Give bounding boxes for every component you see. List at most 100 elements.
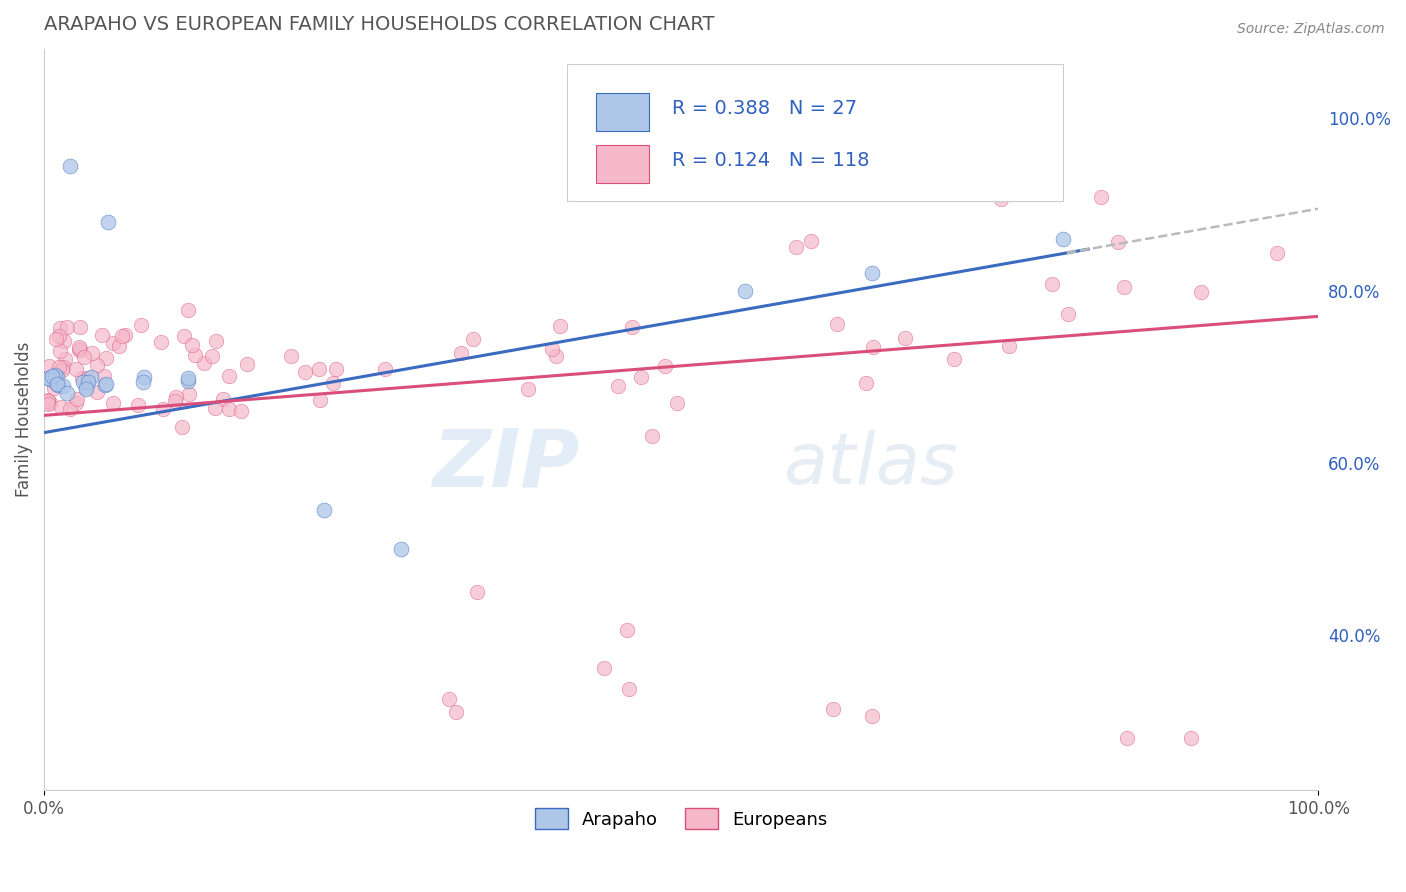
Y-axis label: Family Households: Family Households (15, 342, 32, 498)
Point (45, 332, 67, 346)
Point (69, 343, 91, 357)
Point (94, 376, 117, 391)
Point (37, 396, 59, 410)
Point (152, 401, 174, 416)
Point (620, 320, 643, 334)
Point (998, 339, 1021, 353)
Point (132, 375, 155, 389)
Point (439, 692, 461, 706)
Point (77, 371, 100, 385)
Point (86, 358, 108, 372)
Point (1180, 731, 1202, 746)
FancyBboxPatch shape (567, 64, 1063, 202)
Point (97, 214, 120, 228)
Point (51, 363, 73, 377)
Point (46, 376, 69, 391)
Point (176, 302, 198, 317)
Point (80, 370, 103, 384)
Point (48, 344, 70, 359)
Point (665, 396, 688, 410)
Point (1112, 280, 1135, 294)
Point (73, 350, 96, 364)
Point (1056, 307, 1078, 321)
Point (860, 709, 883, 723)
Point (38, 359, 60, 373)
Point (38, 372, 60, 386)
Point (546, 349, 568, 363)
Point (990, 192, 1012, 206)
Point (374, 362, 396, 376)
Point (75, 380, 97, 394)
Point (177, 374, 200, 388)
Point (37, 393, 59, 408)
Point (541, 342, 564, 356)
Point (59, 402, 82, 417)
Point (825, 318, 848, 332)
Point (67, 340, 90, 354)
Point (52, 359, 75, 374)
Point (1107, 235, 1129, 249)
Point (93, 368, 115, 383)
Point (41, 368, 63, 383)
Point (44, 368, 66, 382)
Point (52, 379, 75, 393)
Point (75, 382, 97, 396)
Text: R = 0.124   N = 118: R = 0.124 N = 118 (672, 151, 870, 170)
Point (132, 370, 155, 384)
Point (66, 392, 89, 406)
Point (617, 681, 640, 696)
Point (96, 351, 118, 366)
Point (616, 624, 638, 638)
Point (114, 327, 136, 342)
Point (39, 395, 62, 409)
Point (48, 329, 70, 343)
Point (184, 348, 207, 362)
Point (465, 585, 488, 599)
Point (322, 376, 344, 390)
Point (855, 376, 877, 390)
Point (165, 390, 187, 404)
Point (69, 319, 91, 334)
Text: atlas: atlas (783, 430, 957, 499)
Point (103, 396, 125, 410)
Text: ZIP: ZIP (432, 425, 579, 503)
Point (516, 382, 538, 396)
Point (450, 345, 472, 359)
Point (1265, 246, 1288, 260)
Point (37, 392, 59, 407)
Point (67, 343, 90, 357)
Point (823, 702, 845, 716)
Point (53, 334, 76, 348)
Point (49, 321, 72, 335)
Point (294, 365, 316, 379)
Point (177, 371, 200, 385)
Point (1052, 232, 1074, 246)
Point (55, 320, 77, 334)
Point (593, 661, 616, 675)
Point (42, 381, 65, 395)
Point (77, 375, 100, 389)
Point (1116, 731, 1139, 746)
Point (205, 334, 228, 349)
Point (46, 378, 69, 392)
Point (212, 392, 235, 406)
Point (229, 404, 252, 418)
Point (461, 332, 484, 346)
Point (177, 387, 200, 401)
Point (236, 357, 259, 371)
Point (201, 349, 224, 363)
Point (734, 284, 756, 298)
Point (129, 318, 152, 333)
Point (173, 329, 195, 343)
Point (55, 386, 77, 401)
Point (548, 318, 571, 333)
Point (204, 401, 226, 415)
Point (1189, 285, 1212, 299)
Point (389, 541, 412, 556)
Point (127, 398, 149, 412)
Point (654, 359, 676, 374)
Point (308, 392, 330, 407)
Point (860, 266, 883, 280)
Point (193, 356, 215, 370)
Point (893, 331, 915, 345)
